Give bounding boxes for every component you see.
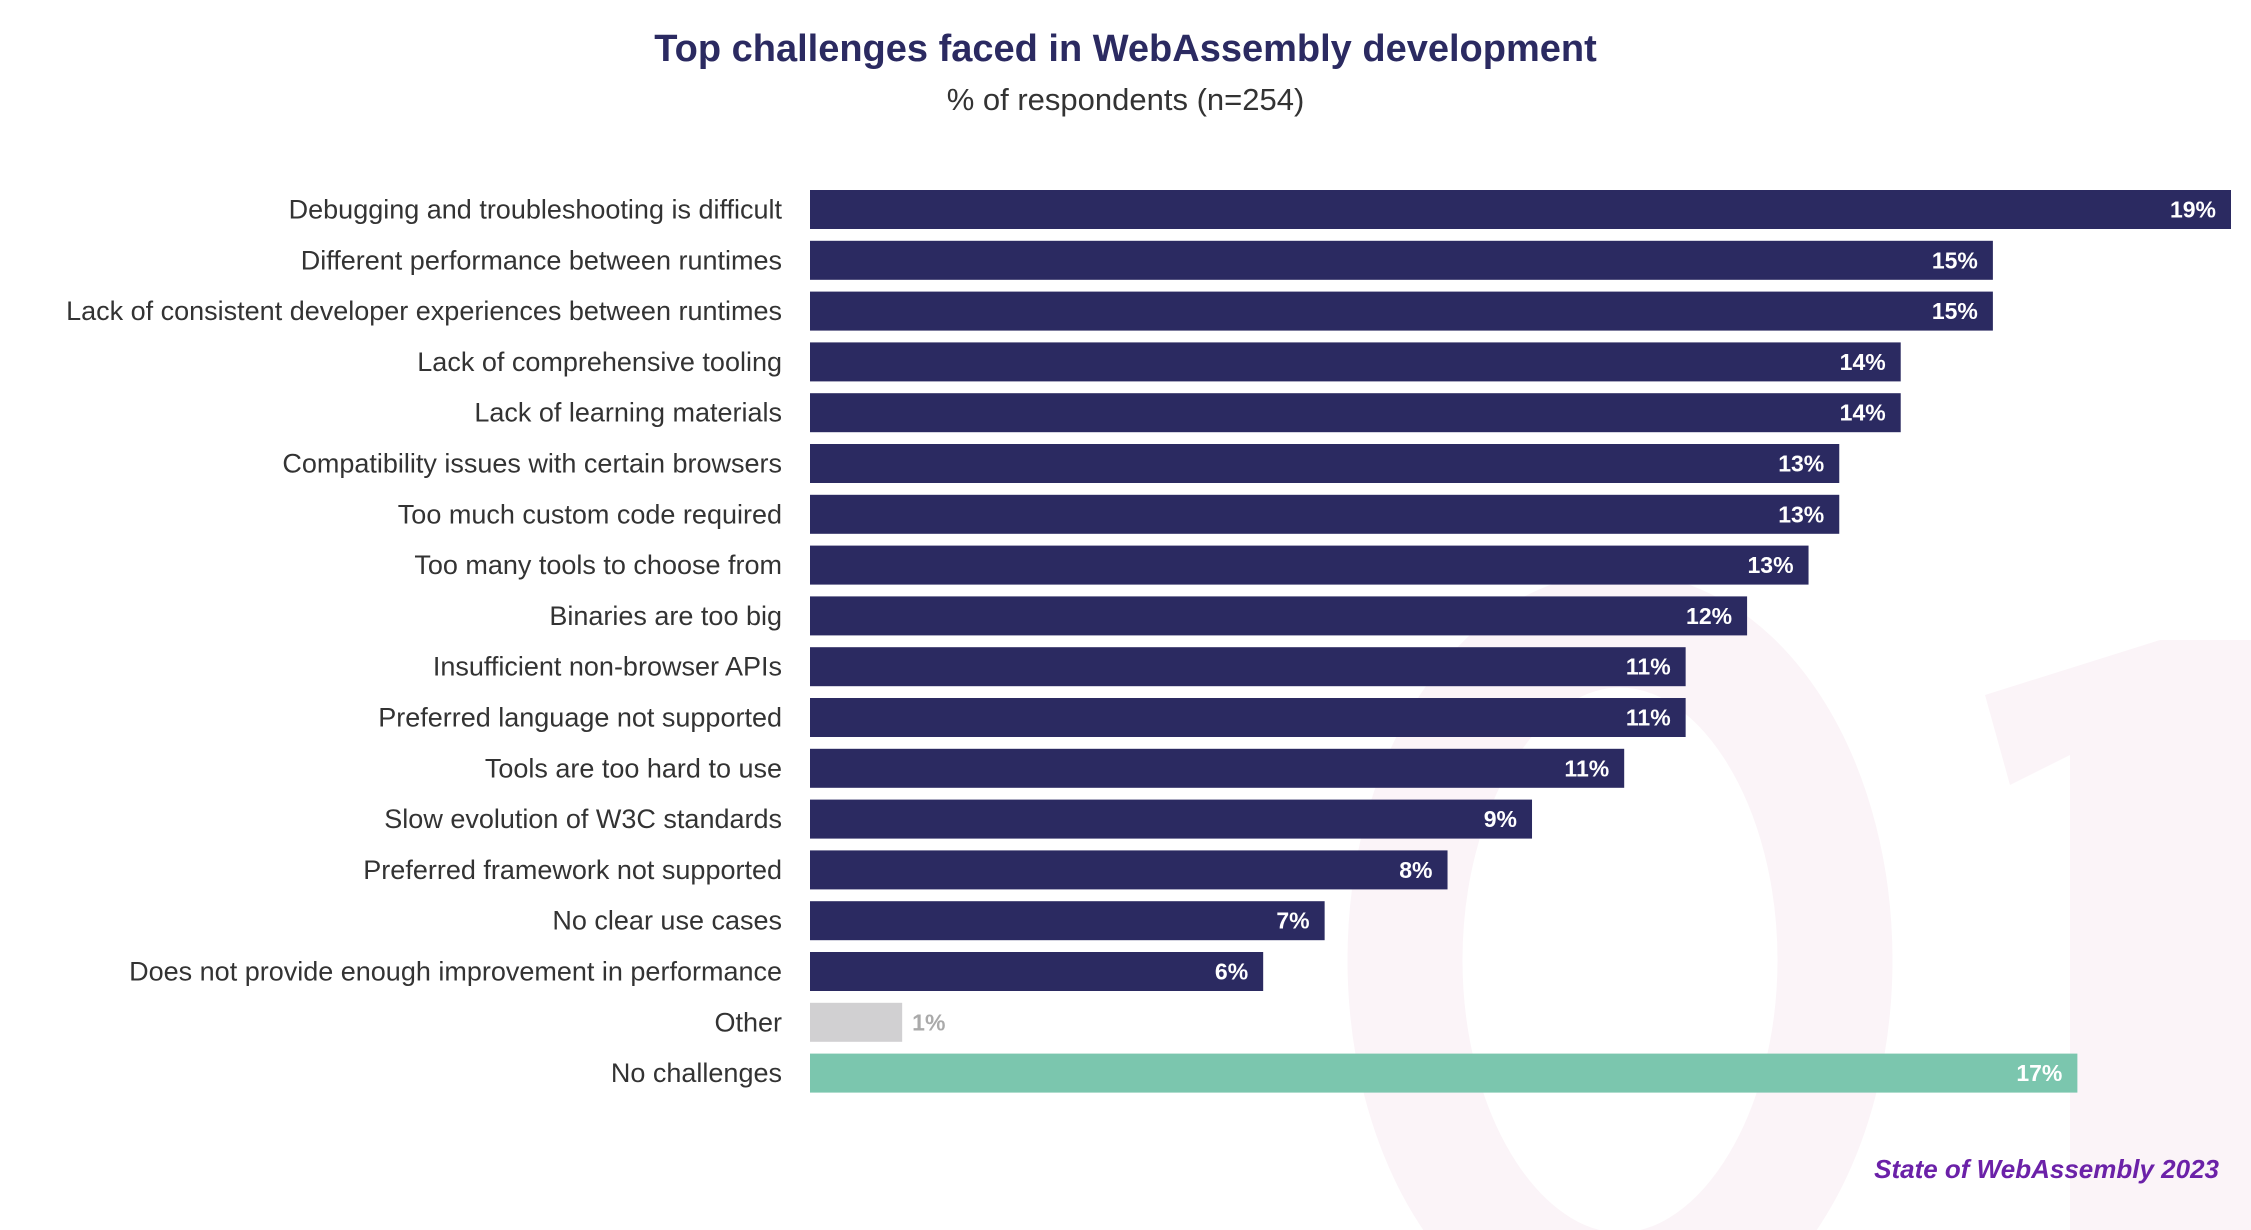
category-label: Compatibility issues with certain browse… [282,449,782,479]
bar [810,342,1901,382]
bar [810,240,1993,280]
category-label: Debugging and troubleshooting is difficu… [289,195,783,225]
watermark-one [1985,640,2251,1230]
data-label: 7% [1276,908,1309,934]
data-label: 8% [1399,857,1432,883]
bar [810,850,1448,890]
data-label: 14% [1840,400,1886,426]
category-label: No clear use cases [552,906,782,936]
category-label: Lack of learning materials [474,398,782,428]
category-label: Tools are too hard to use [485,753,782,783]
data-label: 11% [1626,654,1671,680]
category-label: Binaries are too big [549,601,782,631]
bar [810,545,1809,585]
data-label: 9% [1484,806,1517,832]
bar [810,698,1686,737]
category-label: Preferred framework not supported [363,855,782,885]
data-label: 14% [1840,349,1886,375]
bar [810,799,1533,839]
data-label: 15% [1932,247,1978,273]
category-label: Lack of consistent developer experiences… [66,296,782,326]
category-label: Preferred language not supported [378,703,782,733]
bar [810,952,1264,991]
chart-title: Top challenges faced in WebAssembly deve… [654,28,1597,70]
chart-subtitle: % of respondents (n=254) [946,82,1305,117]
bar [810,1002,903,1042]
bar [810,647,1686,687]
data-label: 15% [1932,298,1978,324]
category-label: Slow evolution of W3C standards [384,804,782,834]
bar [810,190,2231,229]
data-label: 13% [1778,451,1824,477]
data-label: 6% [1215,959,1248,985]
category-label: Too much custom code required [398,499,782,529]
bar [810,494,1840,534]
data-label: 12% [1686,603,1732,629]
data-label: 17% [2016,1060,2062,1086]
category-label: Does not provide enough improvement in p… [129,957,782,987]
source-footer: State of WebAssembly 2023 [1874,1154,2219,1184]
bar [810,748,1625,788]
category-label: Too many tools to choose from [414,550,782,580]
data-label: 11% [1564,755,1609,781]
data-label: 1% [912,1009,945,1035]
bar [810,291,1993,331]
bar [810,444,1840,483]
category-label: Different performance between runtimes [301,245,782,275]
category-label: Insufficient non-browser APIs [433,652,782,682]
data-label: 13% [1747,552,1793,578]
data-label: 11% [1626,705,1671,731]
data-label: 13% [1778,501,1824,527]
bar [810,901,1325,941]
bar [810,393,1901,433]
category-label: No challenges [611,1058,782,1088]
bar [810,1053,2078,1093]
bar [810,596,1748,636]
category-label: Other [714,1007,782,1037]
data-label: 19% [2170,197,2216,223]
category-label: Lack of comprehensive tooling [417,347,782,377]
